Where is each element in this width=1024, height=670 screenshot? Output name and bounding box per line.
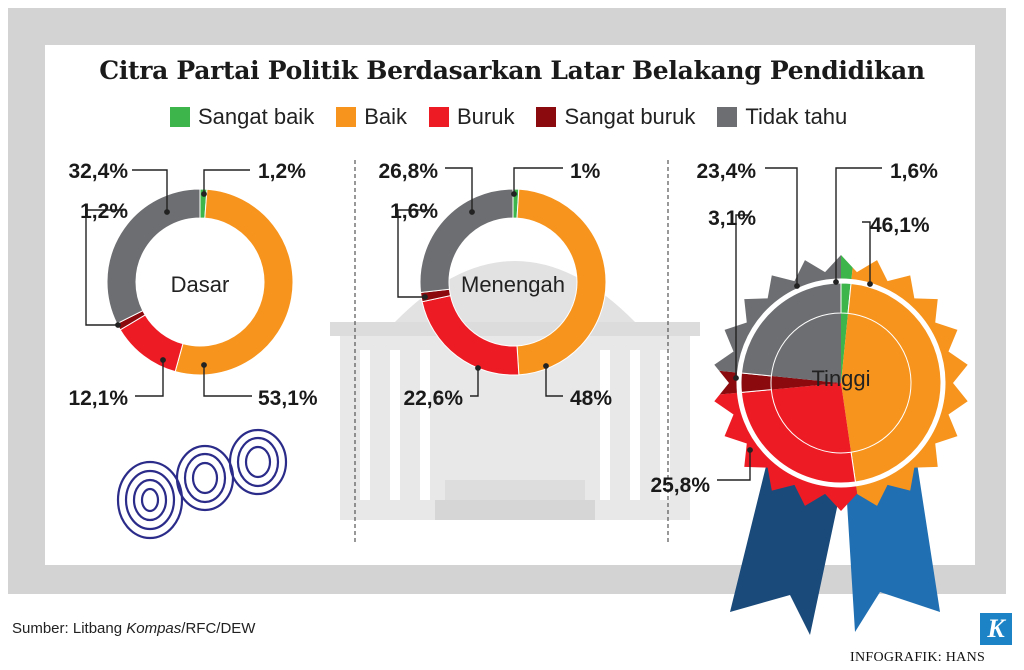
leader-line xyxy=(862,221,871,284)
legend-swatch xyxy=(717,107,738,127)
leader-line xyxy=(132,169,168,212)
value-label: 12,1% xyxy=(68,387,128,410)
legend-label: Tidak tahu xyxy=(745,104,848,129)
leader-dot xyxy=(543,363,549,369)
leader-line xyxy=(717,450,751,481)
donut-center-label: Tinggi xyxy=(811,366,870,391)
building-illustration xyxy=(330,261,700,520)
value-label: 32,4% xyxy=(68,160,128,183)
leader-line xyxy=(835,167,882,282)
leader-line xyxy=(203,169,250,194)
leader-line xyxy=(765,167,798,286)
value-label: 3,1% xyxy=(708,207,756,230)
donut-slice-tinggi-1 xyxy=(847,282,942,483)
donut-slice-tinggi-4 xyxy=(740,282,842,377)
value-label: 46,1% xyxy=(870,214,930,237)
leader-dot xyxy=(164,209,170,215)
donut-slice-menengah-1 xyxy=(516,188,607,376)
value-label: 53,1% xyxy=(258,387,318,410)
legend-swatch xyxy=(170,107,190,127)
leader-dot xyxy=(201,362,207,368)
legend-swatch xyxy=(536,107,557,127)
source-prefix: Sumber: Litbang xyxy=(12,620,127,637)
leader-dot xyxy=(511,191,517,197)
leader-dot xyxy=(422,294,428,300)
legend-swatch xyxy=(336,107,357,127)
fingerprint-illustration xyxy=(116,428,288,540)
leader-line xyxy=(397,209,430,298)
leader-dot xyxy=(833,279,839,285)
leader-line xyxy=(513,167,563,194)
legend-item-buruk: Buruk xyxy=(429,104,514,130)
legend-item-tidak-tahu: Tidak tahu xyxy=(717,104,847,130)
legend-label: Buruk xyxy=(457,104,515,129)
donut-slice-menengah-4 xyxy=(419,188,514,294)
legend-label: Sangat buruk xyxy=(564,104,696,129)
legend-item-sangat-baik: Sangat baik xyxy=(170,104,314,130)
value-label: 1,6% xyxy=(890,160,938,183)
value-label: 1,6% xyxy=(390,200,438,223)
value-label: 25,8% xyxy=(650,474,710,497)
leader-dot xyxy=(475,365,481,371)
leader-dot xyxy=(747,447,753,453)
leader-dot xyxy=(867,281,873,287)
legend-swatch xyxy=(429,107,449,127)
donut-slice-dasar-1 xyxy=(174,188,294,376)
source-note: Sumber: Litbang Kompas/RFC/DEW xyxy=(12,620,255,637)
leader-line xyxy=(203,365,252,397)
value-label: 1% xyxy=(570,160,601,183)
leader-line xyxy=(85,209,126,326)
infographic-credit: INFOGRAFIK: HANS xyxy=(850,650,986,665)
value-label: 1,2% xyxy=(80,200,128,223)
legend-label: Sangat baik xyxy=(198,104,315,129)
leader-dot xyxy=(160,357,166,363)
value-label: 22,6% xyxy=(403,387,463,410)
leader-line xyxy=(735,214,748,378)
leader-dot xyxy=(115,322,121,328)
value-label: 26,8% xyxy=(378,160,438,183)
leader-dot xyxy=(201,191,207,197)
donut-slice-dasar-4 xyxy=(106,188,201,325)
legend: Sangat baik Baik Buruk Sangat buruk Tida… xyxy=(170,104,847,130)
leader-line xyxy=(545,366,563,397)
donut-center-label: Menengah xyxy=(461,272,565,297)
kompas-logo-icon: K xyxy=(980,613,1012,645)
leader-dot xyxy=(794,283,800,289)
source-suffix: /RFC/DEW xyxy=(181,620,256,637)
legend-label: Baik xyxy=(364,104,407,129)
donut-center-label: Dasar xyxy=(171,272,230,297)
legend-item-sangat-buruk: Sangat buruk xyxy=(536,104,695,130)
leader-line xyxy=(135,360,164,397)
value-label: 23,4% xyxy=(696,160,756,183)
value-label: 1,2% xyxy=(258,160,306,183)
leader-line xyxy=(445,167,473,212)
chart-title: Citra Partai Politik Berdasarkan Latar B… xyxy=(99,56,925,85)
leader-dot xyxy=(469,209,475,215)
leader-dot xyxy=(733,375,739,381)
leader-line xyxy=(470,368,479,397)
source-italic: Kompas xyxy=(126,620,182,637)
value-label: 48% xyxy=(570,387,612,410)
legend-item-baik: Baik xyxy=(336,104,407,130)
